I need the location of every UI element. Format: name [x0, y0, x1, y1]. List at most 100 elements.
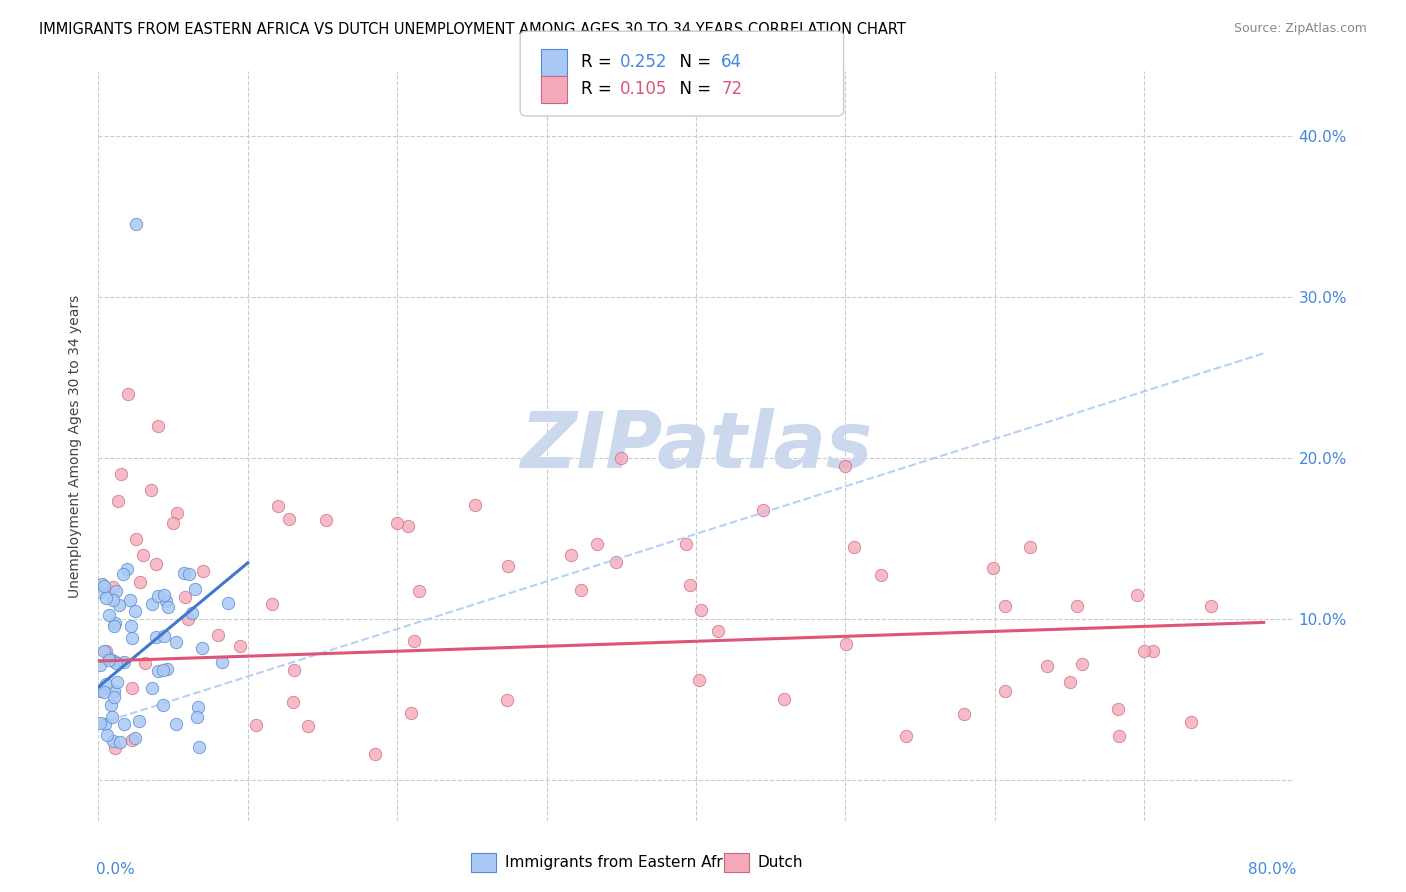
- Text: 64: 64: [721, 54, 742, 71]
- Point: [93, 579, 115, 593]
- Point: [315, 513, 337, 527]
- Text: Dutch: Dutch: [758, 855, 803, 870]
- Point: [177, 612, 200, 626]
- Point: [679, 578, 702, 592]
- Point: [586, 537, 609, 551]
- Point: [90, 576, 112, 591]
- Point: [187, 699, 209, 714]
- Point: [162, 516, 184, 530]
- Point: [1070, 657, 1092, 671]
- Point: [121, 632, 143, 646]
- Text: N =: N =: [669, 80, 717, 98]
- Point: [101, 593, 124, 607]
- Point: [89, 658, 111, 673]
- Point: [125, 532, 148, 546]
- Point: [107, 675, 129, 690]
- Point: [174, 590, 197, 604]
- Point: [408, 584, 430, 599]
- Point: [953, 707, 976, 722]
- Point: [870, 568, 893, 582]
- Point: [245, 718, 267, 732]
- Point: [93, 644, 115, 658]
- Point: [128, 714, 150, 728]
- Point: [186, 709, 208, 723]
- Point: [1199, 599, 1222, 614]
- Point: [105, 656, 128, 670]
- Point: [188, 739, 211, 754]
- Text: N =: N =: [669, 54, 717, 71]
- Point: [844, 540, 866, 554]
- Point: [108, 735, 131, 749]
- Point: [181, 606, 204, 620]
- Point: [834, 459, 856, 474]
- Point: [97, 608, 120, 623]
- Point: [118, 592, 141, 607]
- Point: [104, 740, 127, 755]
- Point: [103, 580, 125, 594]
- Text: 0.105: 0.105: [620, 80, 668, 98]
- Point: [134, 656, 156, 670]
- Point: [496, 693, 519, 707]
- Point: [107, 494, 129, 508]
- Point: [112, 567, 135, 582]
- Point: [896, 729, 918, 743]
- Point: [98, 651, 121, 665]
- Point: [108, 598, 131, 612]
- Point: [396, 519, 419, 533]
- Point: [464, 499, 486, 513]
- Text: R =: R =: [581, 80, 617, 98]
- Point: [100, 698, 122, 712]
- Text: Immigrants from Eastern Africa: Immigrants from Eastern Africa: [505, 855, 745, 870]
- Point: [152, 698, 174, 713]
- Point: [364, 747, 387, 761]
- Point: [166, 506, 188, 520]
- Point: [121, 732, 143, 747]
- Point: [115, 562, 138, 576]
- Point: [1059, 675, 1081, 690]
- Text: IMMIGRANTS FROM EASTERN AFRICA VS DUTCH UNEMPLOYMENT AMONG AGES 30 TO 34 YEARS C: IMMIGRANTS FROM EASTERN AFRICA VS DUTCH …: [39, 22, 907, 37]
- Point: [94, 716, 117, 731]
- Point: [141, 597, 163, 611]
- Point: [1133, 644, 1156, 658]
- Point: [179, 566, 201, 581]
- Text: 0.252: 0.252: [620, 54, 668, 71]
- Point: [94, 677, 117, 691]
- Point: [155, 593, 177, 607]
- Point: [124, 604, 146, 618]
- Point: [146, 589, 169, 603]
- Point: [688, 673, 710, 687]
- Text: 80.0%: 80.0%: [1247, 862, 1296, 877]
- Point: [125, 218, 148, 232]
- Point: [153, 588, 176, 602]
- Point: [610, 451, 633, 466]
- Point: [605, 555, 627, 569]
- Point: [207, 628, 229, 642]
- Text: 0.0%: 0.0%: [96, 862, 135, 877]
- Point: [569, 582, 592, 597]
- Point: [385, 516, 409, 530]
- Point: [121, 681, 143, 695]
- Point: [148, 665, 170, 679]
- Point: [184, 582, 207, 597]
- Point: [752, 503, 775, 517]
- Point: [1107, 702, 1129, 716]
- Point: [675, 537, 697, 551]
- Point: [283, 663, 305, 677]
- Point: [148, 418, 170, 433]
- Point: [399, 706, 422, 720]
- Point: [104, 616, 127, 631]
- Point: [124, 731, 146, 745]
- Point: [103, 690, 125, 704]
- Point: [89, 715, 111, 730]
- Point: [120, 619, 142, 633]
- Point: [283, 695, 305, 709]
- Point: [217, 596, 239, 610]
- Point: [153, 628, 176, 642]
- Point: [96, 728, 118, 742]
- Point: [101, 733, 124, 747]
- Point: [132, 548, 155, 562]
- Point: [165, 717, 187, 731]
- Point: [89, 585, 111, 599]
- Point: [498, 559, 520, 574]
- Point: [267, 500, 290, 514]
